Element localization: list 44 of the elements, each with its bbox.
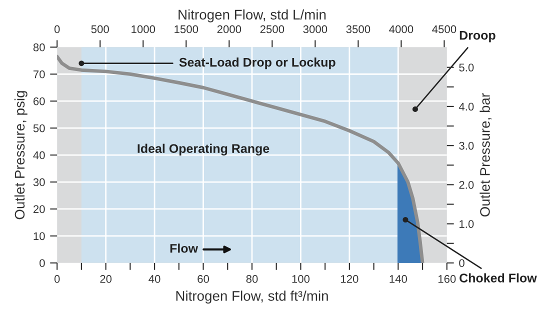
x2-tick-label: 4000 bbox=[389, 25, 414, 34]
x-tick-label: 20 bbox=[100, 275, 112, 283]
y2-tick-label: 3.0 bbox=[459, 142, 474, 150]
x2-tick-label: 0 bbox=[54, 25, 60, 34]
y-tick-label: 60 bbox=[33, 97, 45, 106]
y-tick-label: 70 bbox=[34, 70, 45, 78]
x-tick-label: 0 bbox=[54, 275, 60, 283]
x-tick-label: 60 bbox=[198, 275, 210, 283]
x-axis-title: Nitrogen Flow, std ft³/min bbox=[176, 290, 328, 304]
annotation: Flow bbox=[170, 244, 198, 253]
x2-tick-label: 4500 bbox=[432, 25, 456, 34]
y-tick-label: 80 bbox=[33, 43, 45, 52]
x2-tick-label: 2500 bbox=[260, 25, 284, 34]
y-tick-label: 50 bbox=[33, 124, 45, 132]
annotation: Ideal Operating Range bbox=[138, 144, 270, 156]
y-axis-title: Outlet Pressure, psig bbox=[14, 91, 28, 220]
y2-axis-title: Outlet Pressure, bar bbox=[480, 93, 492, 217]
x-tick-label: 80 bbox=[246, 275, 258, 283]
x2-tick-label: 3000 bbox=[303, 25, 328, 34]
y-tick-label: 20 bbox=[33, 205, 45, 214]
x-tick-label: 120 bbox=[341, 275, 358, 283]
y2-tick-label: 5.0 bbox=[459, 64, 474, 72]
y2-tick-label: 4.0 bbox=[458, 102, 474, 111]
line-series bbox=[57, 54, 424, 263]
y-tick-label: 0 bbox=[40, 259, 45, 268]
x-tick-label: 40 bbox=[148, 275, 160, 283]
y2-tick-label: 1.0 bbox=[460, 220, 474, 228]
x2-tick-label: 2000 bbox=[217, 25, 242, 34]
annotation: Choked Flow bbox=[460, 273, 537, 282]
x2-tick-label: 500 bbox=[91, 25, 109, 34]
y-tick-label: 30 bbox=[33, 178, 45, 186]
y2-tick-label: 0 bbox=[459, 259, 464, 268]
x2-tick-label: 1500 bbox=[174, 25, 198, 34]
annotation: Droop bbox=[460, 31, 496, 42]
x-tick-label: 140 bbox=[390, 275, 407, 283]
y-tick-label: 10 bbox=[34, 232, 45, 240]
x-tick-label: 160 bbox=[438, 275, 456, 283]
y2-tick-label: 2.0 bbox=[459, 180, 474, 189]
annotation: Seat-Load Drop or Lockup bbox=[179, 58, 336, 70]
x2-tick-label: 3500 bbox=[346, 25, 370, 34]
x-tick-label: 100 bbox=[292, 275, 310, 283]
x2-tick-label: 1000 bbox=[132, 25, 156, 34]
x2-axis-title: Nitrogen Flow, std L/min bbox=[178, 9, 326, 22]
y-tick-label: 40 bbox=[33, 151, 45, 160]
